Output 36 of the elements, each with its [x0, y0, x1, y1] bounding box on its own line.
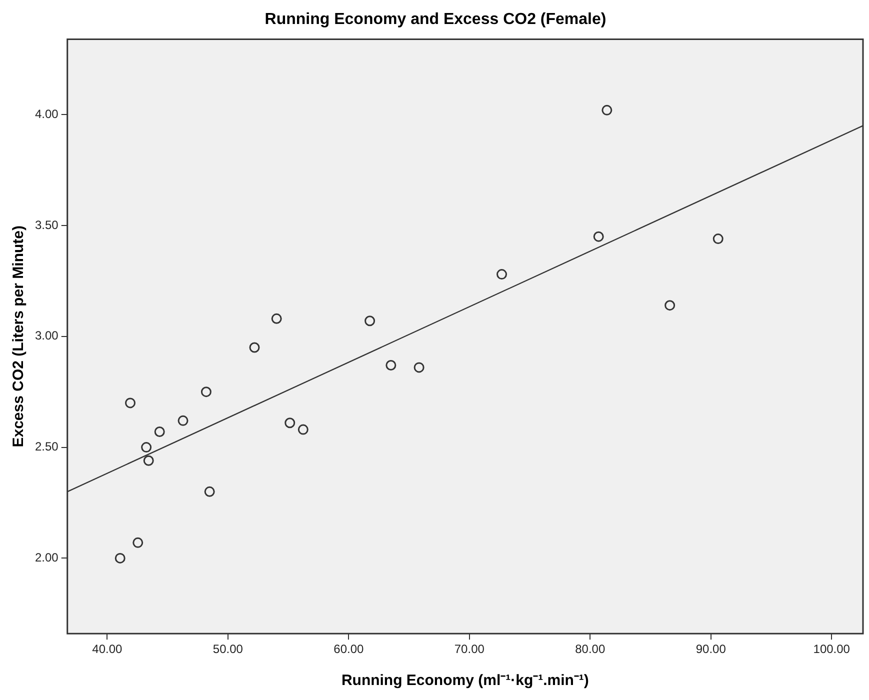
- point: [271, 313, 282, 324]
- point: [249, 342, 260, 353]
- point: [712, 234, 724, 244]
- point: [200, 386, 212, 398]
- y-tick-label: 2.00: [34, 550, 59, 565]
- y-tick-label: 4.00: [34, 106, 59, 121]
- y-tick-label: 3.50: [34, 218, 59, 232]
- point: [143, 455, 154, 466]
- point: [114, 552, 126, 564]
- point: [364, 316, 376, 326]
- point: [602, 104, 612, 116]
- x-tick-label: 80.00: [575, 642, 606, 656]
- point: [154, 426, 165, 438]
- x-tick-label: 70.00: [454, 642, 485, 656]
- point: [414, 362, 424, 373]
- point: [664, 300, 676, 311]
- y-tick-label: 3.00: [34, 328, 59, 343]
- point: [178, 415, 188, 426]
- point: [386, 360, 396, 370]
- y-axis-title: Excess CO2 (Liters per Minute): [10, 226, 28, 448]
- point: [298, 424, 308, 435]
- point: [496, 269, 508, 280]
- x-tick-label: 40.00: [92, 642, 123, 656]
- y-tick-label: 2.50: [34, 440, 59, 454]
- point: [284, 418, 296, 428]
- x-tick-label: 100.00: [813, 642, 850, 656]
- x-tick-label: 50.00: [212, 642, 244, 656]
- point: [125, 398, 136, 408]
- x-axis-title: Running Economy (ml⁻¹·kg⁻¹.min⁻¹): [341, 672, 589, 690]
- point: [141, 442, 152, 453]
- point: [132, 537, 144, 548]
- x-tick-label: 60.00: [334, 642, 364, 656]
- point: [593, 231, 604, 242]
- point: [204, 486, 215, 497]
- chart-title: Running Economy and Excess CO2 (Female): [264, 11, 606, 28]
- x-tick-label: 90.00: [696, 642, 726, 656]
